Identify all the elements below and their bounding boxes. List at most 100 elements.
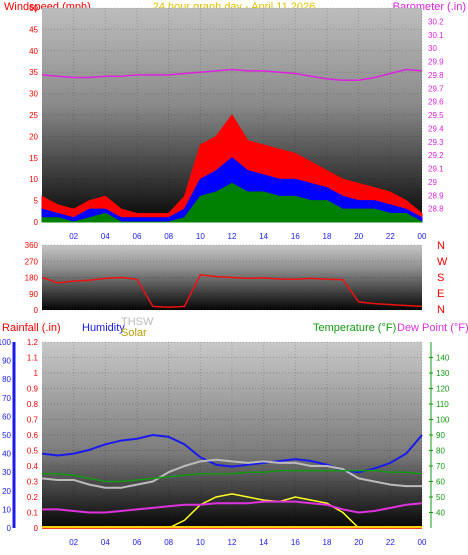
rain-xtick-label: 18 xyxy=(323,538,332,547)
rain-xtick-label: 04 xyxy=(101,538,110,547)
barometer-ytick-label: 29.9 xyxy=(428,58,444,67)
temperature-line xyxy=(42,469,423,483)
wind-ytick-label: 0 xyxy=(34,218,39,227)
rainfall-ytick-label: 0.8 xyxy=(27,400,39,409)
direction-label-n-top: N xyxy=(437,240,445,252)
temperature-ytick-label: 90 xyxy=(436,431,445,440)
wind-low-area xyxy=(41,182,423,223)
wind-ytick-label: 10 xyxy=(29,175,38,184)
wind-xtick-label: 18 xyxy=(323,232,332,241)
humidity-ytick-label: 50 xyxy=(2,431,11,440)
humidity-ytick-label: 80 xyxy=(2,375,11,384)
wind-direction-line xyxy=(41,273,423,309)
rain-xtick-label: 20 xyxy=(354,538,363,547)
temperature-ytick-label: 60 xyxy=(436,478,445,487)
humidity-line xyxy=(41,433,423,474)
rainfall-ytick-label: 0.9 xyxy=(27,385,39,394)
wind-xtick-label: 22 xyxy=(386,232,395,241)
thsw-line xyxy=(41,458,422,489)
rainfall-ytick-label: 1.2 xyxy=(27,338,39,347)
temperature-ytick-label: 140 xyxy=(436,354,450,363)
wind-ytick-label: 20 xyxy=(29,132,38,141)
barometer-ytick-label: 29.3 xyxy=(428,138,444,147)
wind-barometer-chart: 0 5 10 15 20 25 30 35 40 45 50 28.8 28.9 29 29.1 29.2 29… xyxy=(29,4,444,241)
rainfall-ytick-label: 0.1 xyxy=(27,509,39,518)
temperature-ytick-label: 70 xyxy=(436,462,445,471)
wind-ytick-label: 50 xyxy=(29,4,38,13)
barometer-ytick-label: 29 xyxy=(428,178,437,187)
wind-xtick-label: 12 xyxy=(228,232,237,241)
wind-xtick-label: 16 xyxy=(291,232,300,241)
direction-ytick-label: 270 xyxy=(25,257,39,266)
wind-ytick-label: 35 xyxy=(29,68,38,77)
humidity-ytick-label: 40 xyxy=(2,450,11,459)
wind-ytick-label: 5 xyxy=(34,197,39,206)
wind-ytick-label: 40 xyxy=(29,47,38,56)
humidity-ytick-label: 0 xyxy=(7,524,12,533)
barometer-ytick-label: 29.5 xyxy=(428,111,444,120)
rain-xtick-label: 12 xyxy=(228,538,237,547)
wind-xtick-label: 08 xyxy=(164,232,173,241)
direction-label-e: E xyxy=(437,288,444,300)
direction-ytick-label: 180 xyxy=(25,274,39,283)
humidity-ytick-label: 10 xyxy=(2,505,11,514)
rain-xtick-label: 14 xyxy=(259,538,268,547)
solar-label: Solar xyxy=(121,327,147,339)
barometer-ytick-label: 29.1 xyxy=(428,165,444,174)
temperature-ytick-label: 110 xyxy=(436,400,449,409)
wind-ytick-label: 45 xyxy=(29,25,38,34)
wind-xtick-label: 00 xyxy=(418,232,427,241)
barometer-ytick-label: 29.6 xyxy=(428,98,444,107)
rainfall-ytick-label: 0 xyxy=(34,524,39,533)
wind-ytick-label: 15 xyxy=(29,154,38,163)
rain-xtick-label: 16 xyxy=(291,538,300,547)
rain-xtick-label: 00 xyxy=(418,538,427,547)
temperature-label: Temperature (°F) xyxy=(313,322,396,334)
humidity-label: Humidity xyxy=(82,322,125,334)
dewpoint-label: Dew Point (°F) xyxy=(397,322,468,334)
rainfall-ytick-label: 0.2 xyxy=(27,493,39,502)
temperature-ytick-label: 120 xyxy=(436,385,450,394)
barometer-ytick-label: 30 xyxy=(428,44,437,53)
wind-xtick-label: 14 xyxy=(259,232,268,241)
rain-xtick-label: 22 xyxy=(386,538,395,547)
humidity-ytick-label: 90 xyxy=(2,357,11,366)
rain-xtick-label: 10 xyxy=(196,538,205,547)
rain-xtick-label: 06 xyxy=(133,538,142,547)
direction-label-s: S xyxy=(437,272,444,284)
barometer-ytick-label: 29.8 xyxy=(428,71,444,80)
wind-ytick-label: 25 xyxy=(29,111,38,120)
wind-ytick-label: 30 xyxy=(29,90,38,99)
temperature-ytick-label: 40 xyxy=(436,509,445,518)
rainfall-ytick-label: 1 xyxy=(34,369,39,378)
rainfall-ytick-label: 0.6 xyxy=(27,431,39,440)
wind-xtick-label: 20 xyxy=(354,232,363,241)
rainfall-label: Rainfall (.in) xyxy=(2,322,61,334)
humidity-ytick-label: 20 xyxy=(2,487,11,496)
rainfall-ytick-label: 1.1 xyxy=(27,354,39,363)
direction-ytick-label: 360 xyxy=(25,241,39,250)
rain-humidity-temp-chart: 010203040506070809010000.10.20.30.40.50.… xyxy=(0,338,450,547)
wind-xtick-label: 06 xyxy=(133,232,142,241)
thsw-label: THSW xyxy=(121,316,154,328)
barometer-ytick-label: 29.2 xyxy=(428,151,444,160)
barometer-line xyxy=(41,68,423,81)
rainfall-ytick-label: 0.4 xyxy=(27,462,39,471)
rain-xtick-label: 08 xyxy=(164,538,173,547)
humidity-ytick-label: 70 xyxy=(2,394,11,403)
humidity-ytick-label: 100 xyxy=(0,338,12,347)
direction-label-w: W xyxy=(437,256,448,268)
rainfall-ytick-label: 0.5 xyxy=(27,447,39,456)
direction-ytick-label: 0 xyxy=(34,306,39,315)
barometer-ytick-label: 29.7 xyxy=(428,84,444,93)
wind-direction-chart: 0 90 180 270 360 xyxy=(25,241,423,315)
barometer-ytick-label: 29.4 xyxy=(428,124,444,133)
temperature-ytick-label: 80 xyxy=(436,447,445,456)
humidity-ytick-label: 30 xyxy=(2,468,11,477)
temperature-ytick-label: 50 xyxy=(436,493,445,502)
wind-xtick-label: 04 xyxy=(101,232,110,241)
dewpoint-line xyxy=(42,500,423,514)
wind-xtick-label: 10 xyxy=(196,232,205,241)
